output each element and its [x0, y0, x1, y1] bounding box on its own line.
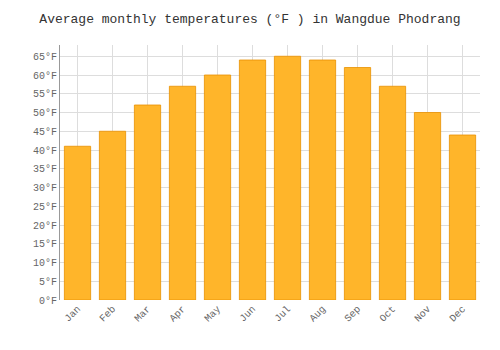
svg-text:30°F: 30°F	[33, 183, 57, 194]
svg-text:Sep: Sep	[343, 304, 364, 325]
svg-text:0°F: 0°F	[39, 296, 57, 307]
svg-text:May: May	[203, 304, 224, 325]
svg-text:Jul: Jul	[273, 304, 294, 325]
svg-text:25°F: 25°F	[33, 202, 57, 213]
svg-text:55°F: 55°F	[33, 89, 57, 100]
svg-text:65°F: 65°F	[33, 52, 57, 63]
svg-text:Jun: Jun	[238, 304, 259, 325]
svg-text:35°F: 35°F	[33, 164, 57, 175]
svg-text:45°F: 45°F	[33, 127, 57, 138]
svg-text:10°F: 10°F	[33, 258, 57, 269]
svg-text:Dec: Dec	[448, 304, 469, 325]
svg-text:Aug: Aug	[308, 304, 329, 325]
svg-text:Jan: Jan	[63, 304, 84, 325]
svg-text:Nov: Nov	[413, 304, 434, 325]
svg-text:60°F: 60°F	[33, 71, 57, 82]
svg-text:Mar: Mar	[133, 304, 154, 325]
svg-text:Feb: Feb	[98, 304, 119, 325]
svg-text:50°F: 50°F	[33, 108, 57, 119]
svg-text:Average monthly temperatures (: Average monthly temperatures (°F ) in Wa…	[39, 12, 460, 27]
svg-text:5°F: 5°F	[39, 277, 57, 288]
svg-text:20°F: 20°F	[33, 221, 57, 232]
svg-text:15°F: 15°F	[33, 239, 57, 250]
svg-text:40°F: 40°F	[33, 146, 57, 157]
svg-text:Oct: Oct	[378, 304, 399, 325]
svg-text:Apr: Apr	[168, 304, 189, 325]
